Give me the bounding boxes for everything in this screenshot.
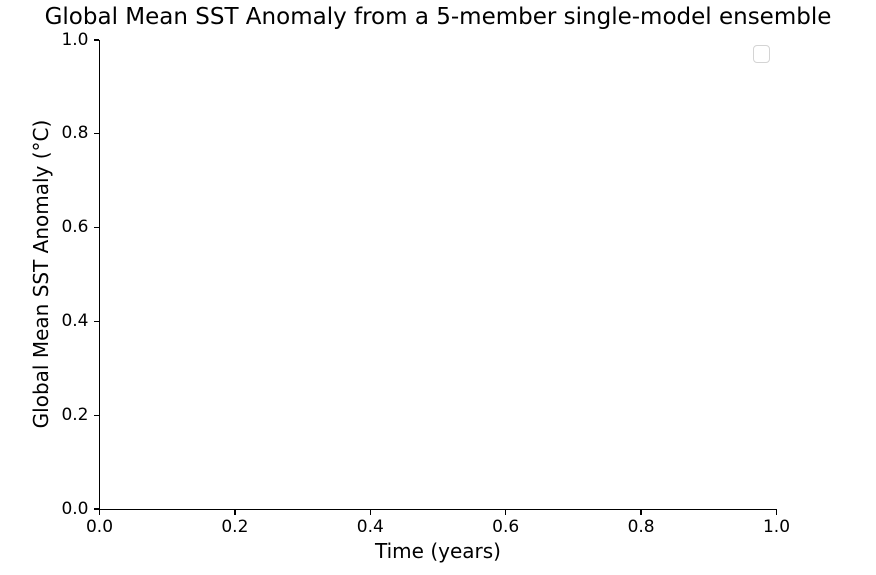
chart-title: Global Mean SST Anomaly from a 5-member … <box>44 4 832 30</box>
x-tick-label: 0.0 <box>85 517 114 537</box>
y-axis-label: Global Mean SST Anomaly (°C) <box>29 119 53 429</box>
x-tick-label: 0.4 <box>356 517 384 537</box>
x-axis-label: Time (years) <box>375 539 501 563</box>
plot-area <box>99 40 777 510</box>
x-tick-label: 0.8 <box>627 517 655 537</box>
x-tick-mark <box>775 510 778 516</box>
x-tick-mark <box>98 510 101 516</box>
x-tick-mark <box>369 510 371 516</box>
x-tick-mark <box>505 510 507 516</box>
legend-box <box>753 45 770 63</box>
x-tick-label: 0.2 <box>221 517 249 537</box>
x-tick-mark <box>234 510 236 516</box>
x-tick-mark <box>640 510 642 516</box>
x-tick-label: 0.6 <box>492 517 520 537</box>
y-tick-label: 0.0 <box>61 498 89 519</box>
x-tick-label: 1.0 <box>762 517 791 537</box>
